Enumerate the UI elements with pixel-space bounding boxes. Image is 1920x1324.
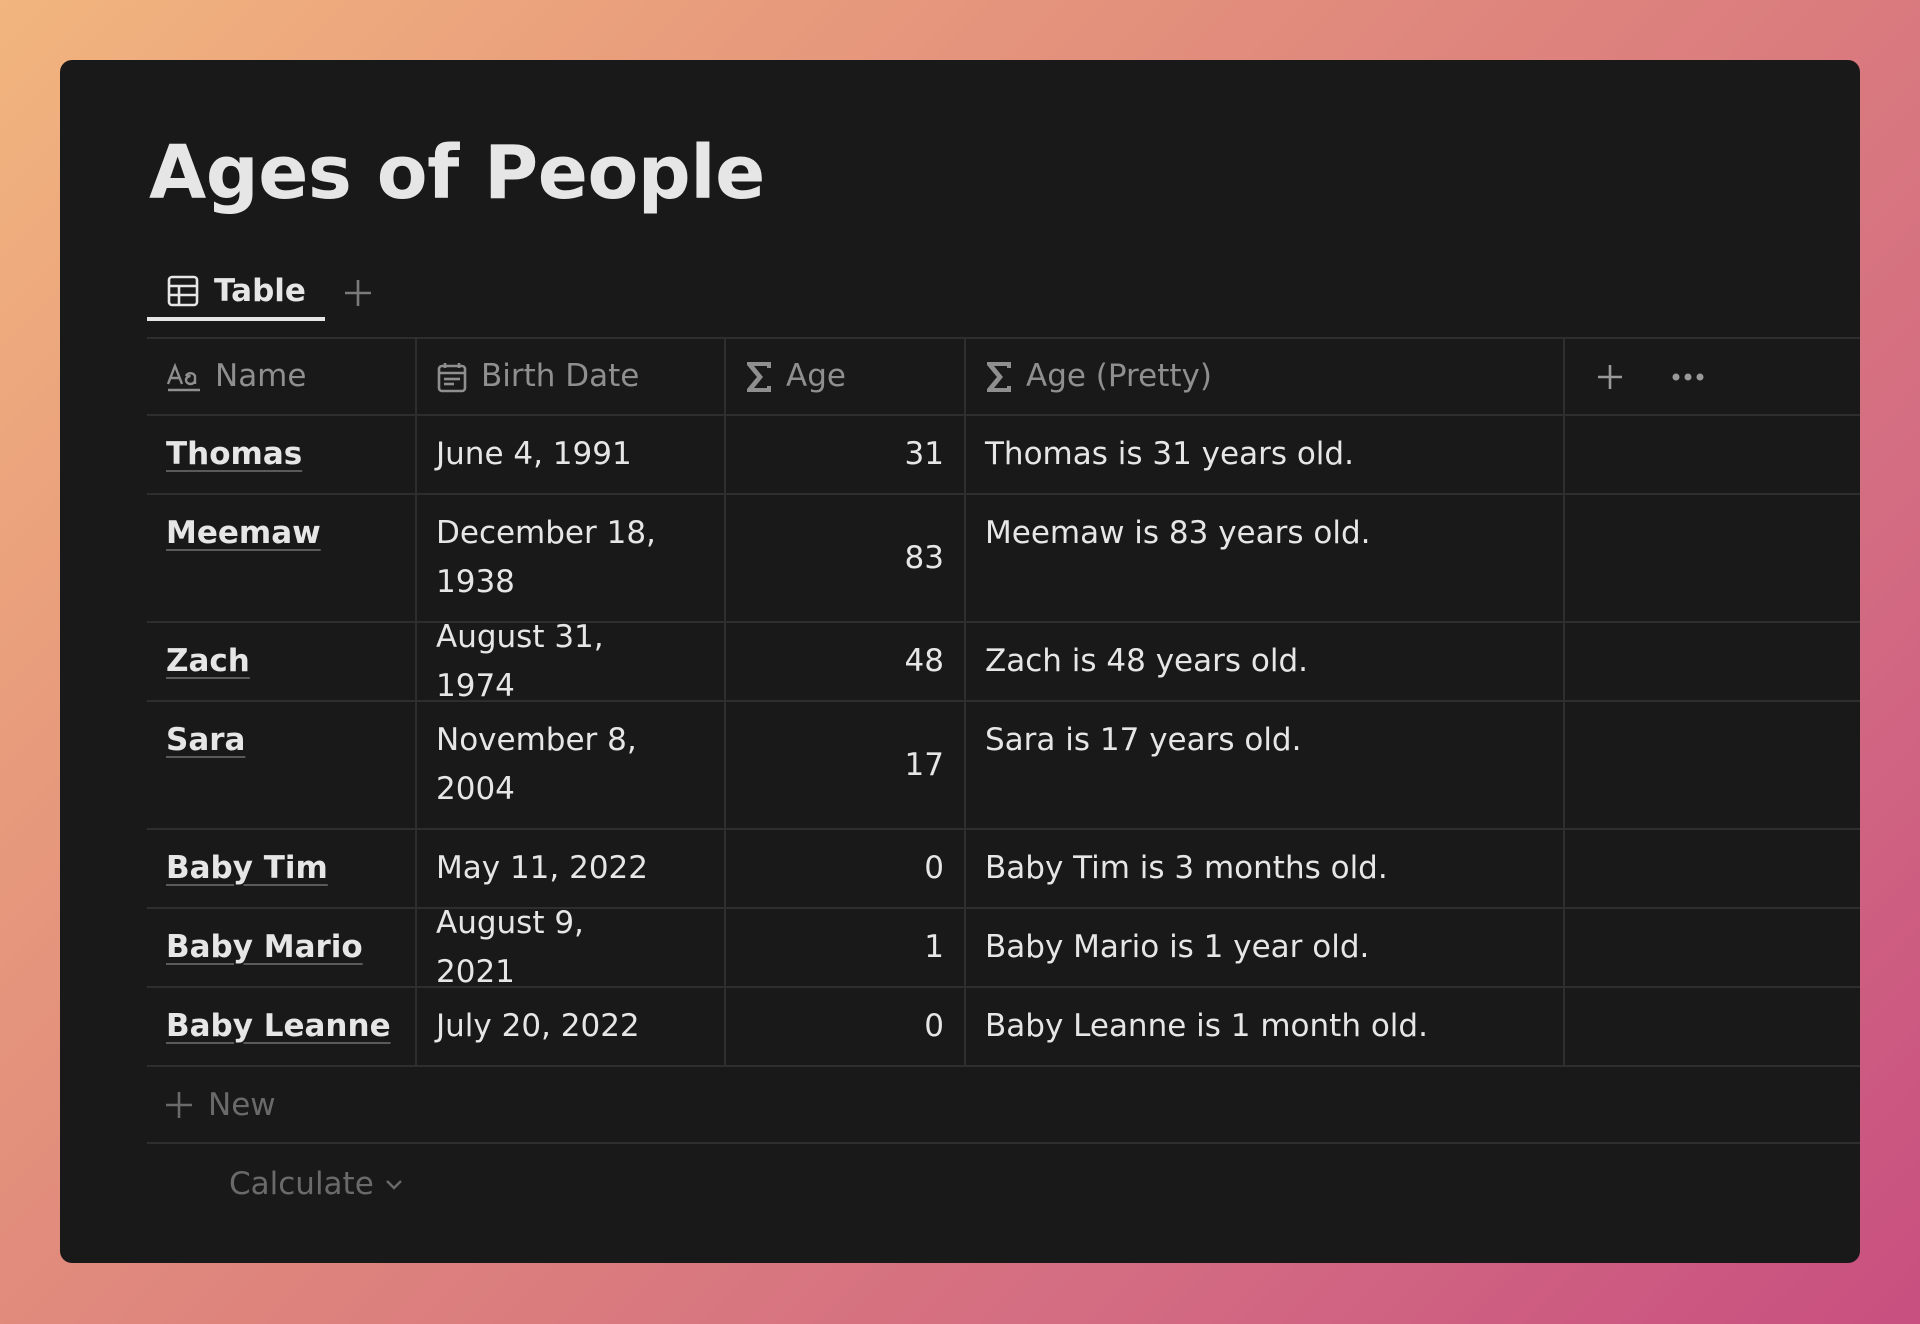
data-table: Name Birth Date Age <box>147 337 1860 1224</box>
column-label: Name <box>215 358 307 394</box>
row-age-pretty: Meemaw is 83 years old. <box>985 515 1371 551</box>
row-name[interactable]: Baby Mario <box>166 929 363 965</box>
new-row-button[interactable]: New <box>147 1067 1860 1144</box>
database-window: Ages of People Table <box>60 60 1860 1263</box>
column-header-age[interactable]: Age <box>726 339 966 414</box>
row-birth-date: November 8, 2004 <box>436 722 637 807</box>
row-age: 48 <box>904 643 944 679</box>
row-name[interactable]: Baby Tim <box>166 850 328 886</box>
sigma-icon <box>987 361 1011 392</box>
row-age: 0 <box>924 1008 944 1044</box>
row-birth-date: December 18, 1938 <box>436 515 656 600</box>
calculate-button[interactable]: Calculate <box>147 1144 1860 1224</box>
view-tabs: Table <box>147 265 378 321</box>
tab-label: Table <box>214 273 306 309</box>
table-icon <box>167 275 199 307</box>
add-column-button[interactable] <box>1589 350 1643 404</box>
row-age-pretty: Thomas is 31 years old. <box>985 436 1354 472</box>
row-age-pretty: Baby Leanne is 1 month old. <box>985 1008 1428 1044</box>
column-label: Age <box>786 358 846 394</box>
row-age: 1 <box>924 929 944 965</box>
column-header-name[interactable]: Name <box>147 339 417 414</box>
sigma-icon <box>747 361 771 392</box>
calculate-label: Calculate <box>229 1166 374 1202</box>
row-birth-date: June 4, 1991 <box>436 436 632 472</box>
row-age: 83 <box>904 539 944 576</box>
text-type-icon <box>166 362 200 391</box>
row-age: 0 <box>924 850 944 886</box>
add-view-button[interactable] <box>338 273 378 313</box>
row-birth-date: July 20, 2022 <box>436 1008 640 1044</box>
table-row[interactable]: Sara November 8, 2004 17 Sara is 17 year… <box>147 702 1860 830</box>
table-header: Name Birth Date Age <box>147 337 1860 416</box>
row-age-pretty: Baby Tim is 3 months old. <box>985 850 1388 886</box>
table-row[interactable]: Thomas June 4, 1991 31 Thomas is 31 year… <box>147 416 1860 495</box>
table-row[interactable]: Baby Mario August 9, 2021 1 Baby Mario i… <box>147 905 1860 990</box>
row-empty-cell <box>1565 909 1860 986</box>
row-birth-date: August 31, 1974 <box>436 618 604 704</box>
table-row[interactable]: Zach August 31, 1974 48 Zach is 48 years… <box>147 619 1860 704</box>
row-age-pretty: Zach is 48 years old. <box>985 643 1308 679</box>
header-actions <box>1565 339 1860 414</box>
row-empty-cell <box>1565 623 1860 700</box>
plus-icon <box>344 280 371 306</box>
row-empty-cell <box>1565 988 1860 1065</box>
plus-icon <box>166 1091 192 1118</box>
plus-icon <box>1597 364 1622 389</box>
row-age-pretty: Baby Mario is 1 year old. <box>985 929 1370 965</box>
column-label: Birth Date <box>481 358 640 394</box>
column-label: Age (Pretty) <box>1026 358 1212 394</box>
ellipsis-icon <box>1672 373 1703 380</box>
row-name[interactable]: Thomas <box>166 436 303 472</box>
row-name[interactable]: Zach <box>166 643 250 679</box>
row-name[interactable]: Sara <box>166 722 246 758</box>
row-age-pretty: Sara is 17 years old. <box>985 722 1302 758</box>
row-age: 17 <box>904 746 944 783</box>
column-header-age-pretty[interactable]: Age (Pretty) <box>966 339 1565 414</box>
tab-table[interactable]: Table <box>147 265 325 321</box>
table-row[interactable]: Baby Leanne July 20, 2022 0 Baby Leanne … <box>147 988 1860 1067</box>
row-empty-cell <box>1565 416 1860 493</box>
chevron-down-icon <box>385 1180 402 1190</box>
row-empty-cell <box>1565 830 1860 907</box>
row-name[interactable]: Baby Leanne <box>166 1008 391 1044</box>
page-title: Ages of People <box>149 130 765 216</box>
row-birth-date: August 9, 2021 <box>436 904 584 990</box>
row-age: 31 <box>904 436 944 472</box>
calendar-icon <box>437 362 467 392</box>
row-empty-cell <box>1565 702 1860 828</box>
more-options-button[interactable] <box>1667 350 1721 404</box>
row-empty-cell <box>1565 495 1860 621</box>
new-row-label: New <box>208 1086 276 1123</box>
column-header-birth-date[interactable]: Birth Date <box>417 339 726 414</box>
table-row[interactable]: Baby Tim May 11, 2022 0 Baby Tim is 3 mo… <box>147 830 1860 909</box>
row-birth-date: May 11, 2022 <box>436 850 648 886</box>
table-row[interactable]: Meemaw December 18, 1938 83 Meemaw is 83… <box>147 495 1860 623</box>
row-name[interactable]: Meemaw <box>166 515 321 551</box>
